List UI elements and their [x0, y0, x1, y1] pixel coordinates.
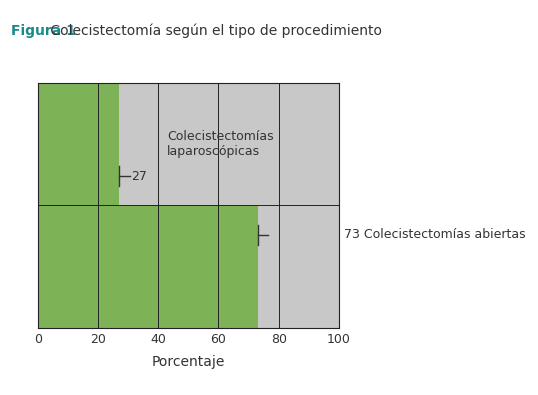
- Bar: [38, 205, 339, 328]
- X-axis label: Porcentaje: Porcentaje: [152, 355, 225, 369]
- Text: Colecistectomías
laparoscópicas: Colecistectomías laparoscópicas: [167, 130, 274, 158]
- Text: Figura 1: Figura 1: [11, 24, 76, 38]
- Bar: [38, 83, 339, 205]
- Text: Colecistectomía según el tipo de procedimiento: Colecistectomía según el tipo de procedi…: [46, 24, 382, 38]
- Text: 27: 27: [131, 169, 147, 182]
- Text: 73 Colecistectomías abiertas: 73 Colecistectomías abiertas: [344, 228, 526, 241]
- Bar: [38, 205, 258, 328]
- Bar: [38, 83, 119, 205]
